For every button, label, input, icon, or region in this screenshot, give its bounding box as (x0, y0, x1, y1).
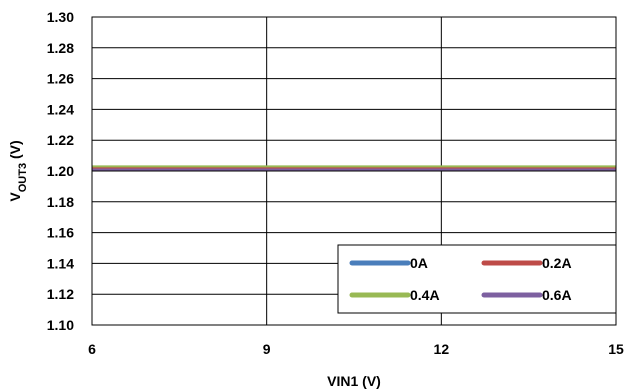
y-axis-title-unit: (V) (7, 140, 23, 163)
legend: 0A 0.2A 0.4A 0.6A (337, 244, 617, 314)
legend-label: 0.4A (410, 287, 440, 303)
legend-label: 0.2A (542, 255, 572, 271)
x-axis-title: VIN1 (V) (327, 373, 381, 389)
legend-label: 0.6A (542, 287, 572, 303)
y-tick-label: 1.18 (47, 194, 74, 210)
y-axis-title: VOUT3 (V) (7, 140, 29, 201)
y-tick-label: 1.28 (47, 40, 74, 56)
y-tick-label: 1.20 (47, 163, 74, 179)
y-tick-labels: 1.10 1.12 1.14 1.16 1.18 1.20 1.22 1.24 1.26 1.28… (47, 9, 74, 333)
y-tick-label: 1.30 (47, 9, 74, 25)
legend-box (337, 244, 617, 314)
plot-frame (91, 16, 617, 326)
y-tick-label: 1.14 (47, 255, 74, 271)
y-tick-label: 1.24 (47, 101, 74, 117)
legend-label: 0A (410, 255, 428, 271)
y-axis-title-main: V (7, 192, 23, 202)
x-tick-labels: 6 9 12 15 (88, 341, 624, 357)
x-tick-label: 6 (88, 341, 96, 357)
x-tick-label: 9 (263, 341, 271, 357)
x-tick-label: 12 (434, 341, 450, 357)
y-tick-label: 1.26 (47, 71, 74, 87)
y-tick-label: 1.10 (47, 317, 74, 333)
y-axis-title-sub: OUT3 (17, 163, 29, 192)
y-tick-label: 1.12 (47, 286, 74, 302)
series-lines (92, 165, 616, 171)
y-tick-label: 1.22 (47, 132, 74, 148)
x-tick-label: 15 (608, 341, 624, 357)
y-tick-label: 1.16 (47, 225, 74, 241)
